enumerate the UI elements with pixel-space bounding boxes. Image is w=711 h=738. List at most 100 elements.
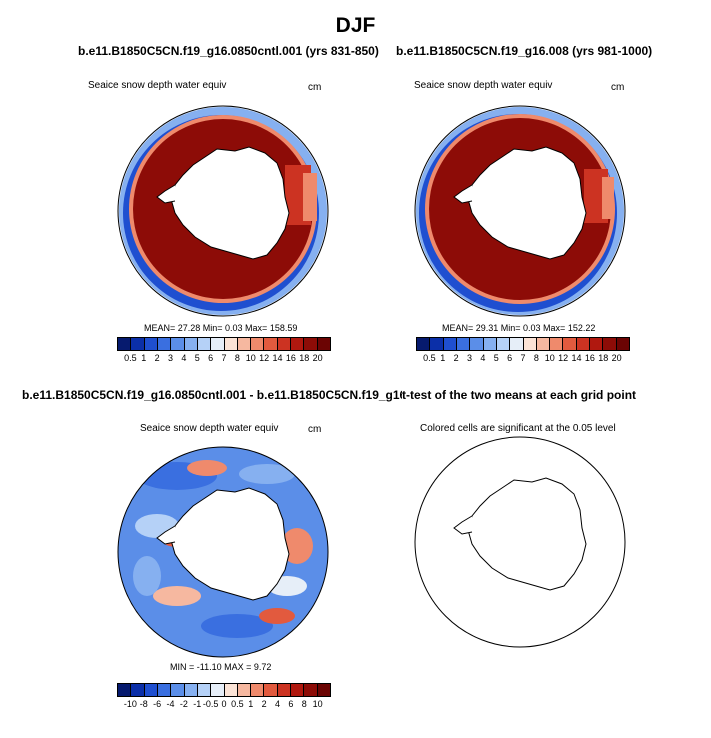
colorbar-abs-swatch (171, 338, 185, 350)
colorbar-abs-swatch (157, 338, 172, 350)
panel-3-peninsula (156, 525, 176, 545)
colorbar-diff-tick-label: -6 (153, 699, 162, 709)
panel-4-label: Colored cells are significant at the 0.0… (420, 423, 616, 434)
colorbar-diff-swatch (131, 684, 145, 696)
colorbar-diff-tick-label: 6 (288, 699, 294, 709)
panel-2-peninsula (453, 184, 473, 204)
panel-1-map-border (117, 105, 329, 317)
colorbar-abs-swatch (456, 338, 471, 350)
panel-2-map-border (414, 105, 626, 317)
colorbar-diff-tick-label: 10 (312, 699, 323, 709)
colorbar-diff-swatch (144, 684, 158, 696)
panel-1-title: b.e11.B1850C5CN.f19_g16.0850cntl.001 (yr… (78, 44, 379, 58)
panel-2-variable-label: Seaice snow depth water equiv (414, 80, 553, 91)
colorbar-abs-tick-label: 14 (272, 353, 283, 363)
colorbar-abs-tick-label: 8 (533, 353, 539, 363)
colorbar-diff-swatch (197, 684, 212, 696)
colorbar-diff-swatch (237, 684, 252, 696)
colorbar-abs-swatch (510, 338, 524, 350)
colorbar-abs-swatch (603, 338, 617, 350)
colorbar-abs-swatch (264, 338, 278, 350)
colorbar-abs-swatch (483, 338, 497, 350)
colorbar-diff-tick-label: -8 (139, 699, 148, 709)
panel-2-map (414, 105, 626, 317)
panel-1-variable-label: Seaice snow depth water equiv (88, 80, 227, 91)
colorbar-abs-swatch (277, 338, 292, 350)
panel-3-stats: MIN = -11.10 MAX = 9.72 (170, 662, 272, 672)
figure-title: DJF (335, 14, 376, 37)
colorbar-diff-swatch (264, 684, 278, 696)
panel-1-peninsula (156, 184, 176, 204)
colorbar-abs-tick-label: 0.5 (124, 353, 137, 363)
colorbar-abs-swatch (430, 338, 444, 350)
colorbar-diff-tick-label: -4 (166, 699, 175, 709)
colorbar-diff-swatch (171, 684, 185, 696)
colorbar-abs-swatch (118, 338, 132, 350)
colorbar-abs-tick-label: 7 (221, 353, 227, 363)
panel-3-colorbar-ticks: -10 -8 -6 -4 -2 -1 -0.5 0 0.5 1 2 4 6 8 10 (117, 697, 331, 709)
colorbar-abs-tick-label: 14 (571, 353, 582, 363)
colorbar-abs-tick-label: 18 (299, 353, 310, 363)
colorbar-abs-swatch (184, 338, 198, 350)
colorbar-abs-swatch (536, 338, 551, 350)
colorbar-abs-swatch (197, 338, 212, 350)
colorbar-diff-tick-label: -2 (179, 699, 188, 709)
colorbar-diff-tick-label: 8 (301, 699, 307, 709)
colorbar-abs-tick-label: 1 (141, 353, 147, 363)
panel-2-units: cm (611, 82, 625, 93)
colorbar-abs-tick-label: 16 (285, 353, 296, 363)
panel-4-title: t-test of the two means at each grid poi… (402, 388, 637, 402)
colorbar-abs-swatch (211, 338, 225, 350)
colorbar-diff-swatch (157, 684, 172, 696)
colorbar-diff-swatch (118, 684, 132, 696)
colorbar-abs-tick-label: 3 (466, 353, 473, 363)
panel-1-colorbar-ticks: 0.5 1 2 3 4 5 6 7 8 10 12 14 16 18 20 (117, 351, 331, 363)
panel-2-colorbar: 0.5 1 2 3 4 5 6 7 8 10 12 14 16 18 20 (416, 337, 630, 363)
colorbar-diff-swatch (291, 684, 305, 696)
panel-1-map (117, 105, 329, 317)
colorbar-diff-tick-label: 4 (274, 699, 281, 709)
panel-1-colorbar: 0.5 1 2 3 4 5 6 7 8 10 12 14 16 18 20 (117, 337, 331, 363)
colorbar-abs-swatch (131, 338, 145, 350)
colorbar-abs-tick-label: 6 (507, 353, 513, 363)
colorbar-abs-tick-label: 10 (245, 353, 256, 363)
colorbar-abs-swatch (470, 338, 484, 350)
colorbar-abs-swatch (443, 338, 457, 350)
panel-4-peninsula (453, 515, 473, 535)
colorbar-diff-swatch (304, 684, 318, 696)
panel-3-title: b.e11.B1850C5CN.f19_g16.0850cntl.001 - b… (22, 388, 402, 402)
panel-3-variable-label: Seaice snow depth water equiv (140, 423, 279, 434)
colorbar-abs-tick-label: 20 (611, 353, 622, 363)
colorbar-diff-swatch (277, 684, 292, 696)
colorbar-abs-tick-label: 1 (440, 353, 446, 363)
colorbar-abs-swatch (550, 338, 564, 350)
panel-1-colorbar-boxes (117, 337, 331, 351)
colorbar-diff-tick-label: -10 (123, 699, 137, 709)
colorbar-abs-tick-label: 10 (544, 353, 555, 363)
colorbar-abs-swatch (317, 338, 330, 350)
colorbar-abs-tick-label: 18 (598, 353, 609, 363)
colorbar-abs-tick-label: 5 (194, 353, 200, 363)
colorbar-diff-tick-label: -0.5 (202, 699, 219, 709)
colorbar-abs-tick-label: 4 (181, 353, 187, 363)
colorbar-abs-tick-label: 3 (167, 353, 174, 363)
colorbar-diff-swatch (317, 684, 330, 696)
colorbar-abs-swatch (576, 338, 591, 350)
panel-2-stats: MEAN= 29.31 Min= 0.03 Max= 152.22 (442, 323, 596, 333)
colorbar-diff-tick-label: 2 (261, 699, 267, 709)
colorbar-diff-swatch (224, 684, 238, 696)
colorbar-abs-swatch (237, 338, 252, 350)
colorbar-abs-swatch (291, 338, 305, 350)
colorbar-abs-tick-label: 16 (584, 353, 595, 363)
colorbar-abs-swatch (590, 338, 604, 350)
colorbar-abs-tick-label: 4 (480, 353, 486, 363)
colorbar-abs-swatch (523, 338, 537, 350)
colorbar-abs-tick-label: 2 (453, 353, 459, 363)
colorbar-abs-tick-label: 0.5 (423, 353, 436, 363)
colorbar-abs-swatch (251, 338, 265, 350)
colorbar-diff-tick-label: -1 (193, 699, 202, 709)
colorbar-abs-swatch (616, 338, 629, 350)
colorbar-abs-tick-label: 2 (154, 353, 160, 363)
colorbar-diff-swatch (251, 684, 265, 696)
colorbar-abs-swatch (144, 338, 158, 350)
